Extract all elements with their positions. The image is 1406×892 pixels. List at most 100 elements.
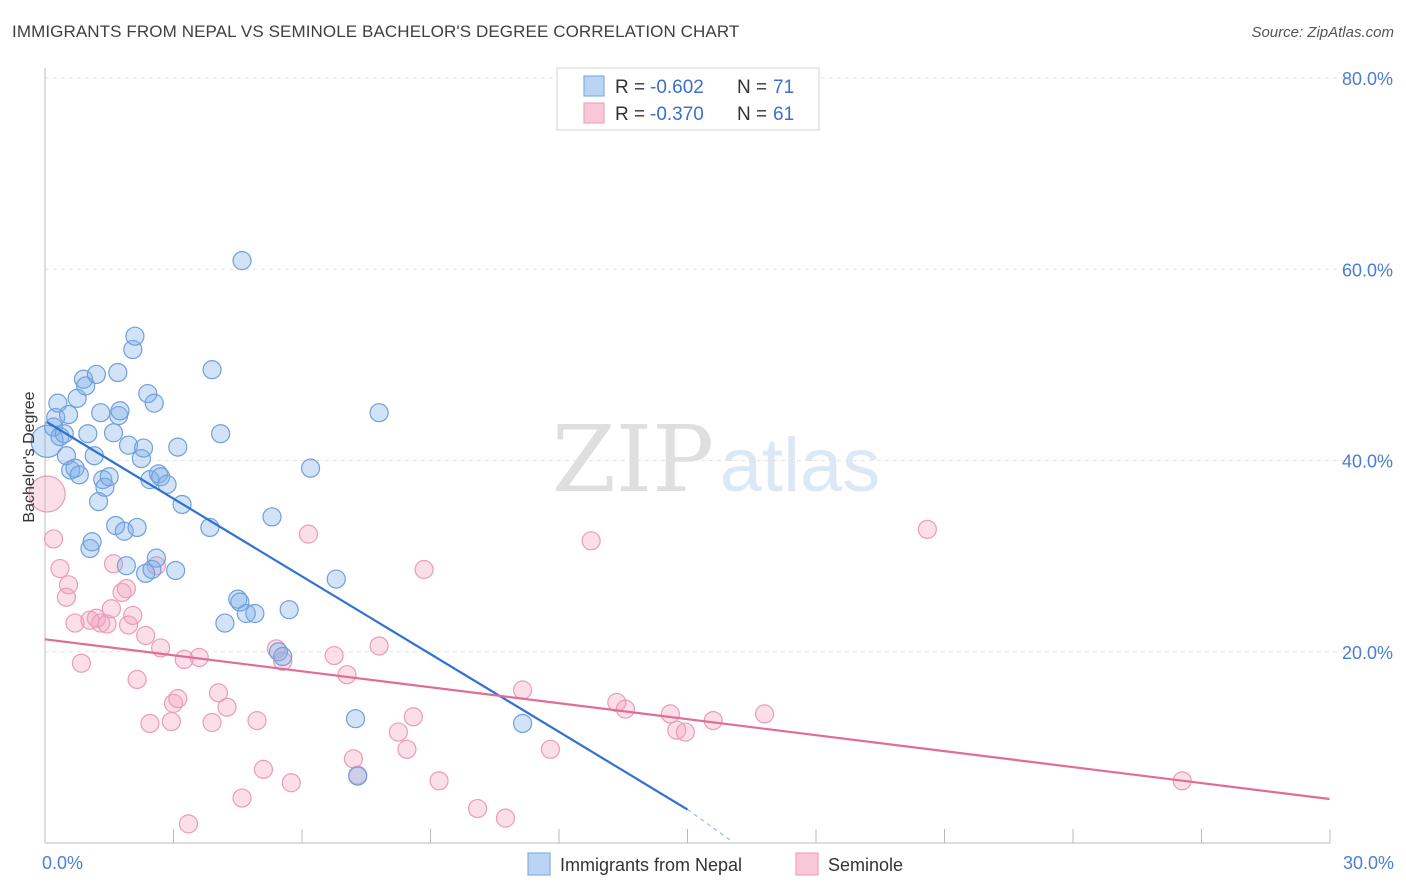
nepal-point (245, 603, 265, 624)
legend-bottom-label-nepal: Immigrants from Nepal (560, 855, 742, 875)
seminole-point (136, 625, 156, 646)
nepal-point (144, 393, 164, 413)
seminole-point (369, 636, 389, 656)
chart-title: IMMIGRANTS FROM NEPAL VS SEMINOLE BACHEL… (12, 22, 740, 41)
seminole-point (232, 788, 252, 808)
seminole-point (468, 798, 488, 819)
nepal-point (300, 458, 321, 478)
seminole-point (168, 689, 188, 709)
nepal-point (215, 613, 235, 633)
nepal-point (95, 477, 115, 497)
seminole-point (495, 808, 516, 828)
axes (44, 68, 1331, 844)
seminole-point (660, 704, 680, 724)
seminole-point (217, 697, 237, 717)
nepal-point (88, 492, 109, 512)
tick-labels: 20.0% 40.0% 60.0% 80.0% 0.0% 30.0% (42, 69, 1394, 873)
nepal-point (262, 507, 282, 527)
x-tick-label-1: 30.0% (1343, 853, 1394, 873)
y-tick-label-3: 80.0% (1342, 69, 1393, 89)
legend-r-value-seminole: -0.370 (650, 104, 704, 125)
legend-n-label-seminole: N = (737, 104, 767, 125)
seminole-point (116, 579, 136, 599)
nepal-point (142, 559, 162, 580)
seminole-point (101, 599, 121, 619)
seminole-point (540, 739, 561, 759)
nepal-point (125, 326, 145, 346)
seminole-point (298, 524, 319, 544)
watermark-atlas: atlas (720, 423, 881, 508)
nepal-point (91, 403, 111, 423)
nepal-point (86, 364, 107, 385)
nepal-point (69, 465, 89, 485)
nepal-point (232, 251, 252, 271)
trend-lines (44, 421, 1330, 841)
legend-n-label-nepal: N = (737, 77, 767, 98)
nepal-points (30, 251, 533, 786)
grid (45, 77, 1392, 653)
seminole-point (140, 713, 160, 734)
seminole-point (91, 613, 111, 633)
nepal-point (118, 435, 139, 455)
legend-bottom-swatch-nepal (527, 852, 551, 876)
nepal-point (133, 438, 154, 458)
nepal-point (273, 646, 293, 667)
legend-n-value-seminole: 61 (773, 104, 794, 125)
y-tick-label-1: 40.0% (1342, 452, 1393, 472)
nepal-trend-extension (687, 809, 731, 841)
seminole-point (273, 651, 293, 671)
seminole-point (174, 649, 194, 670)
seminole-point (202, 712, 222, 733)
legend-top: R = -0.602 N = 71 R = -0.370 N = 61 (556, 67, 820, 131)
nepal-point (82, 532, 102, 552)
nepal-point (99, 467, 119, 487)
nepal-point (345, 709, 366, 729)
legend-bottom: Immigrants from Nepal Seminole (527, 852, 903, 876)
seminole-point (388, 722, 408, 742)
nepal-point (116, 556, 136, 576)
seminole-point (247, 710, 267, 731)
legend-swatch-seminole (583, 102, 605, 124)
nepal-point (103, 423, 124, 443)
nepal-point (512, 713, 533, 734)
legend-r-label-seminole: R = (615, 104, 645, 125)
seminole-point (337, 665, 357, 685)
nepal-point (110, 401, 130, 421)
nepal-point (279, 600, 299, 620)
y-tick-label-0: 20.0% (1342, 643, 1393, 663)
legend-n-value-nepal: 71 (773, 77, 794, 98)
nepal-point (166, 560, 186, 581)
seminole-point (324, 645, 344, 666)
seminole-point (675, 722, 695, 742)
seminole-point (161, 711, 181, 732)
seminole-point (754, 704, 775, 724)
seminole-point (123, 605, 143, 626)
x-tick-label-0: 0.0% (42, 853, 83, 873)
seminole-point (281, 773, 301, 793)
seminole-point (43, 529, 64, 549)
seminole-point (397, 739, 417, 759)
seminole-point (56, 587, 77, 607)
nepal-point (230, 592, 250, 612)
legend-swatch-nepal (583, 75, 605, 97)
nepal-point (127, 517, 147, 538)
nepal-point (151, 467, 171, 487)
seminole-point (178, 814, 199, 834)
seminole-point (266, 639, 286, 659)
nepal-point (369, 403, 389, 423)
nepal-point (78, 424, 98, 444)
nepal-point (108, 362, 128, 383)
seminole-point (343, 749, 363, 769)
source-credit: Source: ZipAtlas.com (1251, 24, 1394, 41)
y-axis-label: Bachelor's Degree (21, 391, 38, 522)
nepal-point (58, 405, 79, 425)
nepal-point (146, 548, 166, 568)
nepal-point (211, 424, 231, 444)
seminole-point (615, 699, 635, 719)
nepal-point (348, 766, 368, 786)
seminole-point (512, 680, 533, 700)
nepal-trend-line (46, 421, 689, 811)
nepal-point (157, 474, 177, 495)
seminole-point (581, 531, 601, 551)
legend-bottom-label-seminole: Seminole (828, 855, 903, 875)
